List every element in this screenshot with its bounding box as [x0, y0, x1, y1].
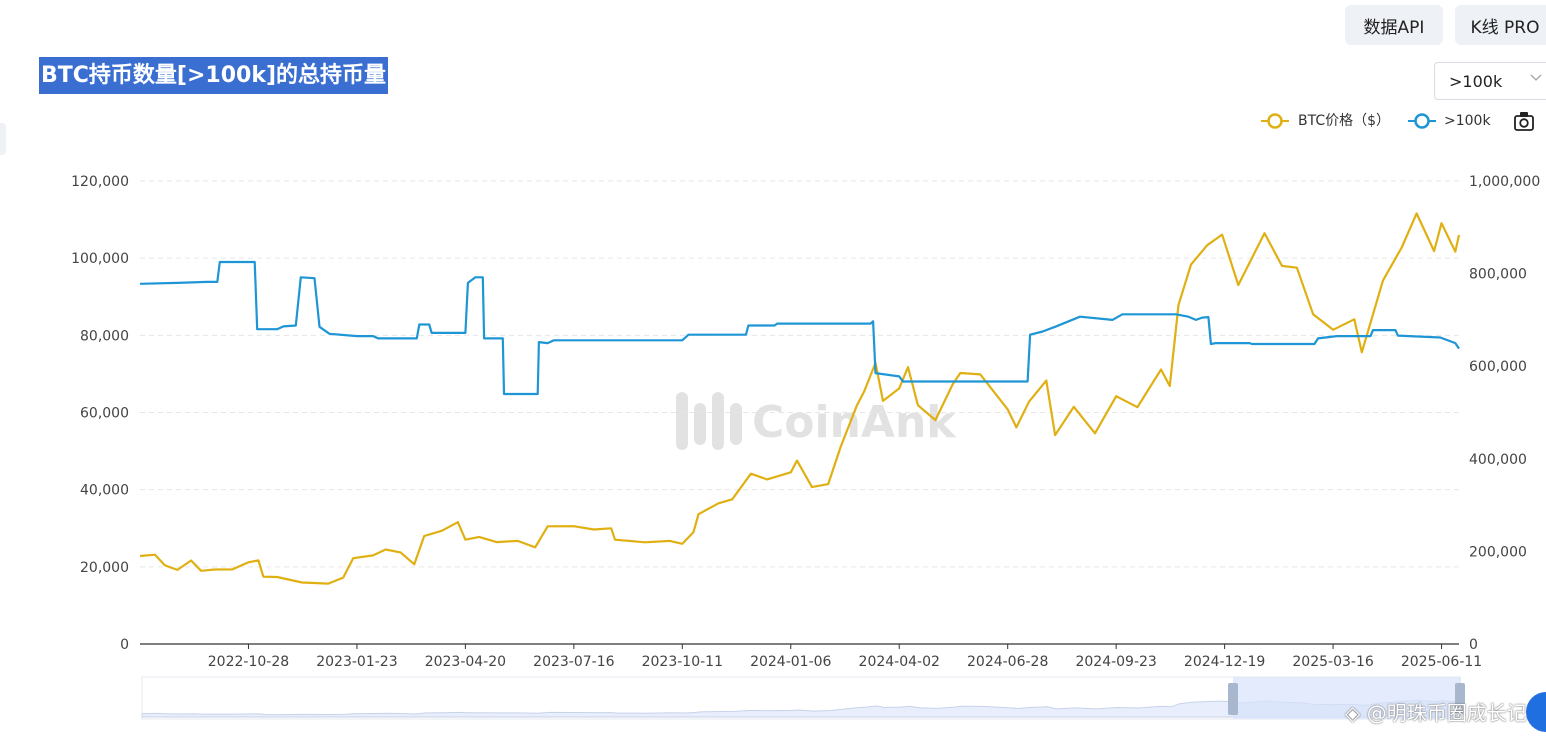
data-api-button[interactable]: 数据API — [1345, 5, 1443, 45]
left-tick-label: 120,000 — [71, 174, 129, 190]
x-tick-label: 2025-06-11 — [1401, 654, 1482, 670]
left-tick-label: 80,000 — [80, 328, 129, 344]
left-axis: 0 20,000 40,000 60,000 80,000 100,000 120,000 — [71, 174, 129, 653]
zoom-handle-left[interactable] — [1228, 683, 1238, 715]
left-tick-label: 100,000 — [71, 251, 129, 267]
legend-label-holdings: >100k — [1444, 113, 1491, 129]
watermark-diamond-icon: ◈ — [1345, 701, 1367, 725]
grid-lines — [140, 180, 1459, 568]
camera-icon[interactable] — [1514, 112, 1534, 131]
x-tick-label: 2023-04-20 — [425, 654, 506, 670]
right-tick-label: 400,000 — [1469, 452, 1527, 468]
left-tick-label: 40,000 — [80, 483, 129, 499]
side-collapse-tab[interactable] — [0, 123, 6, 155]
x-tick-label: 2024-04-02 — [859, 654, 940, 670]
x-tick-label: 2024-12-19 — [1184, 654, 1265, 670]
x-tick-label: 2024-06-28 — [967, 654, 1048, 670]
x-tick-label: 2024-09-23 — [1075, 654, 1156, 670]
coinank-logo-icon — [676, 392, 742, 450]
author-watermark: ◈ @明珠币圈成长记 — [1345, 701, 1527, 725]
legend: BTC价格（$） >100k — [1261, 113, 1491, 129]
left-tick-label: 60,000 — [80, 406, 129, 422]
x-tick-label: 2023-01-23 — [316, 654, 397, 670]
x-tick-label: 2022-10-28 — [208, 654, 289, 670]
right-tick-label: 200,000 — [1469, 544, 1527, 560]
threshold-select-value: >100k — [1449, 71, 1503, 91]
right-tick-label: 1,000,000 — [1469, 174, 1540, 190]
zoom-handle-right[interactable] — [1455, 683, 1465, 715]
series-line-holdings — [139, 260, 1460, 396]
page-title: BTC持币数量[>100k]的总持币量 — [39, 57, 389, 94]
chevron-down-icon — [1530, 72, 1542, 82]
x-tick-label: 2025-03-16 — [1292, 654, 1373, 670]
threshold-select[interactable]: >100k — [1434, 62, 1546, 100]
right-tick-label: 800,000 — [1469, 267, 1527, 283]
legend-item-price[interactable]: BTC价格（$） — [1261, 113, 1390, 129]
left-tick-label: 0 — [120, 637, 129, 653]
x-tick-label: 2023-10-11 — [642, 654, 723, 670]
kline-pro-button[interactable]: K线 PRO — [1455, 5, 1546, 45]
x-axis: 2022-10-28 2023-01-23 2023-04-20 2023-07-16… — [140, 643, 1482, 670]
watermark-brand: CoinAnk — [752, 397, 957, 448]
right-axis: 0 200,000 400,000 600,000 800,000 1,000,000 — [1469, 174, 1540, 653]
avatar[interactable] — [1526, 692, 1546, 732]
x-tick-label: 2023-07-16 — [533, 654, 614, 670]
legend-label-price: BTC价格（$） — [1298, 113, 1390, 129]
zoom-slider[interactable] — [141, 676, 1465, 720]
left-tick-label: 20,000 — [80, 560, 129, 576]
x-tick-label: 2024-01-06 — [750, 654, 831, 670]
right-tick-label: 0 — [1469, 637, 1478, 653]
series-line-price — [139, 212, 1461, 585]
right-tick-label: 600,000 — [1469, 359, 1527, 375]
series-layer — [139, 212, 1461, 585]
legend-item-holdings[interactable]: >100k — [1408, 113, 1491, 129]
